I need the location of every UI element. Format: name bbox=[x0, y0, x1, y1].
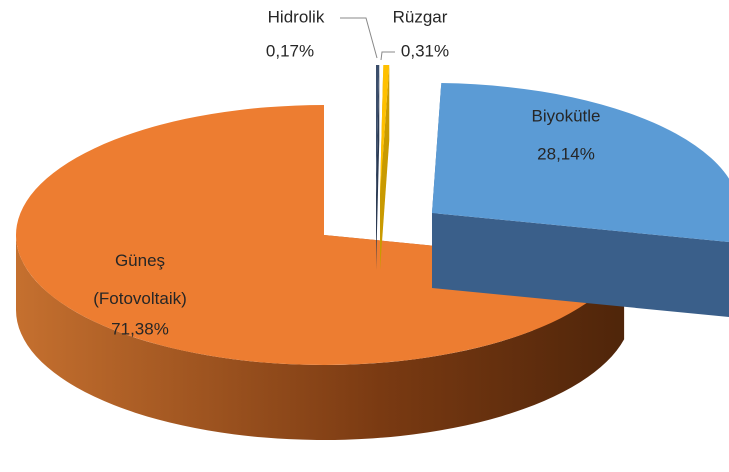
value-label: 28,14% bbox=[537, 144, 595, 163]
slice bbox=[380, 65, 390, 195]
leader-line bbox=[340, 17, 378, 59]
value-label: 0,31% bbox=[401, 41, 449, 60]
category-label: Hidrolik bbox=[268, 7, 325, 26]
leader-line bbox=[380, 51, 395, 61]
slice-side bbox=[16, 235, 625, 441]
category-label-line: Güneş bbox=[115, 251, 165, 270]
category-label: Biyokütle bbox=[532, 106, 601, 125]
value-label: 71,38% bbox=[111, 319, 169, 338]
slice bbox=[376, 65, 380, 195]
category-label: Rüzgar bbox=[393, 7, 448, 26]
slice bbox=[432, 83, 729, 243]
slice-wall bbox=[432, 213, 729, 318]
category-label: Güneş (Fotovoltaik) bbox=[93, 251, 187, 308]
slice-wall bbox=[380, 65, 390, 271]
slice-wall bbox=[376, 65, 380, 270]
slice bbox=[16, 105, 625, 365]
value-label: 0,17% bbox=[266, 41, 314, 60]
category-label-line: (Fotovoltaik) bbox=[93, 289, 187, 308]
